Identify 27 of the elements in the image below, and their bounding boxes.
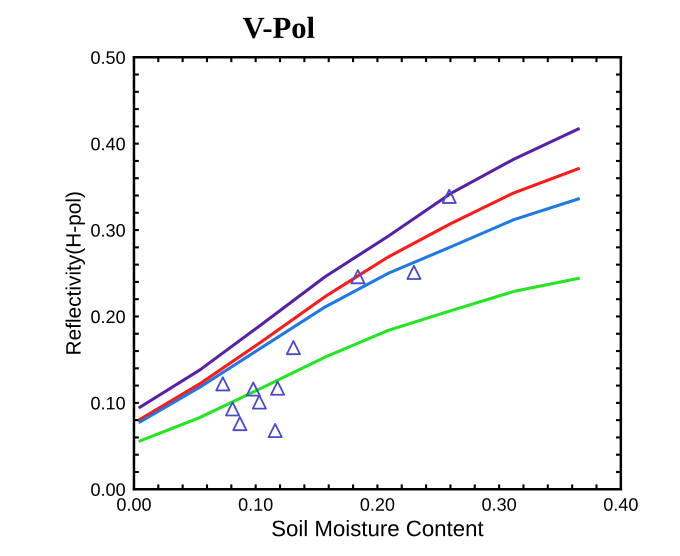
x-tick-label: 0.00 — [117, 498, 151, 511]
y-tick-label: 0.40 — [91, 138, 125, 150]
point — [286, 340, 301, 356]
y-tick-label: 0.50 — [91, 51, 125, 64]
y-tick-label: 0.30 — [91, 224, 125, 237]
point — [350, 269, 366, 284]
x-axis-title: Soil Moisture Content — [272, 520, 484, 536]
point — [252, 394, 267, 410]
point — [442, 188, 457, 204]
y-tick-label: 0.10 — [91, 396, 125, 410]
point — [225, 401, 240, 416]
point — [268, 423, 283, 438]
y-tick-label: 0.20 — [91, 310, 125, 324]
y-tick-label: 0.00 — [91, 483, 125, 496]
chart-title: V-Pol — [242, 16, 314, 38]
line-series — [138, 276, 580, 442]
y-axis-title: Reflectivity(H-pol) — [66, 192, 85, 354]
x-tick-label: 0.40 — [604, 498, 638, 511]
point — [406, 264, 422, 280]
point — [270, 380, 286, 396]
x-tick-label: 0.30 — [482, 498, 516, 511]
point — [232, 416, 248, 432]
x-tick-label: 0.10 — [238, 498, 273, 511]
line-series — [138, 127, 580, 409]
x-tick-label: 0.20 — [360, 498, 394, 511]
point — [246, 382, 261, 397]
point — [215, 376, 230, 392]
